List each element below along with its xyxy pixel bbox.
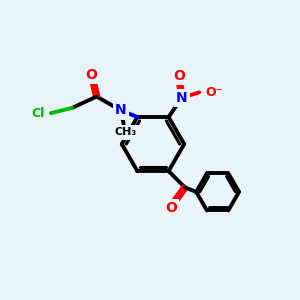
- Text: O: O: [86, 68, 98, 82]
- Text: N: N: [115, 103, 127, 118]
- Text: O: O: [174, 69, 185, 83]
- Text: O: O: [165, 201, 177, 215]
- Text: N: N: [176, 91, 188, 105]
- Text: CH₃: CH₃: [114, 128, 136, 137]
- Text: Cl: Cl: [32, 107, 45, 120]
- Text: O⁻: O⁻: [206, 86, 223, 99]
